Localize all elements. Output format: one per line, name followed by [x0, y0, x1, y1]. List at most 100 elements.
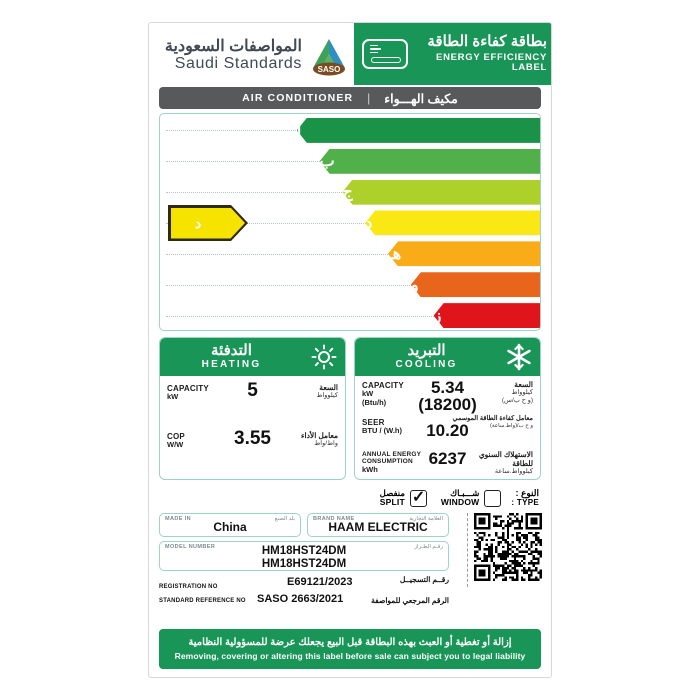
heating-panel: التدفئة HEATING [159, 337, 346, 480]
brand-name-label-en: BRAND NAME [313, 516, 355, 522]
snowflake-icon [498, 343, 540, 371]
saso-branding: المواصفات السعودية Saudi Standards SASO [161, 31, 351, 81]
registration-label-en: REGISTRATION NO [159, 584, 218, 590]
type-option-window[interactable]: شـــبـاك WINDOW [440, 487, 502, 508]
cooling-seer-label-ar: معامل كفاءة الطاقة الموسمي [452, 415, 533, 422]
scale-row-6: و [160, 269, 540, 300]
type-selection-row: النوع : TYPE : شـــبـاك WINDOW منفصل SPL… [159, 485, 541, 511]
made-in-value: China [213, 520, 247, 534]
label-title-arabic: بطاقة كفاءة الطاقة [427, 33, 547, 51]
heating-cop-value: 3.55 [234, 428, 271, 449]
origin-brand-row: MADE IN بلد الصنع China BRAND NAME العلا… [159, 513, 449, 537]
split-label-english: SPLIT [379, 497, 405, 507]
window-checkbox[interactable] [484, 489, 502, 507]
product-type-english: AIR CONDITIONER [242, 92, 354, 104]
cooling-capacity-btu-en: (Btu/h) [362, 397, 387, 407]
legal-warning-arabic: إزالة أو تغطية أو العبث بهذه البطاقة قبل… [188, 637, 512, 648]
product-type-arabic: مكيف الهـــواء [384, 91, 458, 106]
qr-code[interactable] [467, 513, 542, 587]
legal-warning-footer: إزالة أو تغطية أو العبث بهذه البطاقة قبل… [159, 629, 541, 669]
standard-reference-label-ar: الرقم المرجعي للمواصفة [371, 596, 449, 605]
cooling-annual-label-ar-2: للطاقة [512, 459, 533, 468]
air-conditioner-icon [362, 39, 408, 69]
grade-bar-4: د [365, 210, 540, 236]
split-checkbox[interactable] [409, 487, 427, 507]
heating-capacity-unit-en: kW [167, 392, 179, 402]
type-label-arabic: النوع : [515, 487, 539, 498]
scale-dotted-line [166, 315, 534, 317]
heating-cop-unit-ar: واط/واط [314, 440, 338, 447]
label-title-english: ENERGY EFFICIENCY LABEL [436, 51, 547, 74]
scale-dotted-line [166, 222, 534, 224]
cooling-capacity-unit-en: kW [362, 389, 374, 399]
scale-row-7: ز [160, 300, 540, 330]
window-label-english: WINDOW [440, 497, 480, 507]
cooling-capacity-value: 5.34 [430, 378, 465, 397]
product-type-separator: | [367, 91, 371, 105]
made-in-label-ar: بلد الصنع [274, 516, 295, 522]
cooling-annual-unit-ar: كيلوواط.ساعة [494, 468, 533, 475]
cooling-title-arabic: التبريد [407, 342, 446, 360]
brand-name-value: HAAM ELECTRIC [328, 520, 428, 534]
cooling-capacity-btu-value: (18200) [418, 395, 477, 414]
header-green-panel [354, 23, 551, 85]
product-info-block: MADE IN بلد الصنع China BRAND NAME العلا… [159, 513, 542, 605]
cooling-annual-label-en-1: ANNUAL ENERGY [362, 451, 422, 458]
saso-name-english: Saudi Standards [174, 55, 302, 72]
grade-bar-2: ب [319, 148, 540, 174]
standard-reference-label-en: STANDARD REFERENCE NO [159, 598, 246, 604]
cooling-annual-label-ar-1: الاستهلاك السنوي [478, 450, 533, 459]
label-header: المواصفات السعودية Saudi Standards SASO … [149, 23, 551, 85]
cooling-annual-value: 6237 [428, 449, 467, 468]
scale-row-5: هـ [160, 238, 540, 269]
registration-row: REGISTRATION NO رقــم التسجيــل E69121/2… [159, 575, 449, 591]
heating-rows: CAPACITY kW السعة كيلوواط 5 COP W/W [160, 376, 345, 479]
saso-logo-icon: SASO [307, 34, 351, 78]
grade-bar-3: ج [342, 179, 540, 205]
registration-label-ar: رقــم التسجيــل [399, 575, 449, 584]
cooling-seer-unit-ar: و ح ب/(واط.ساعة) [490, 422, 533, 429]
heating-header: التدفئة HEATING [160, 338, 345, 376]
heating-cop-unit-en: W/W [167, 440, 184, 450]
heating-capacity-value: 5 [247, 380, 258, 401]
model-number-value-2: HM18HST24DM [261, 558, 347, 571]
performance-panels: التدفئة HEATING [159, 337, 541, 480]
cooling-capacity-btu-ar: (و ح ب/س) [501, 396, 533, 404]
registration-value: E69121/2023 [287, 576, 353, 588]
scale-row-3: ج [160, 177, 540, 208]
heating-capacity-label-en: CAPACITY [167, 384, 209, 393]
standard-reference-value: SASO 2663/2021 [257, 593, 344, 605]
split-label-arabic: منفصل [379, 487, 405, 498]
scale-dotted-line [166, 284, 534, 286]
brand-name-box: BRAND NAME العلامة التجارية HAAM ELECTRI… [307, 513, 449, 537]
rating-pointer: د [168, 205, 248, 241]
type-option-split[interactable]: منفصل SPLIT [379, 487, 427, 508]
cooling-rows: CAPACITY kW (Btu/h) السعة كيلوواط (و ح ب… [355, 376, 540, 479]
cooling-capacity-label-en: CAPACITY [362, 381, 404, 390]
model-number-value: HM18HST24DM [261, 545, 347, 557]
cooling-seer-value: 10.20 [426, 421, 469, 440]
cooling-capacity-label-ar: السعة [514, 380, 533, 389]
energy-efficiency-label: المواصفات السعودية Saudi Standards SASO … [148, 22, 552, 678]
cooling-title-english: COOLING [395, 359, 458, 371]
product-type-bar: AIR CONDITIONER | مكيف الهـــواء [159, 87, 541, 109]
scale-row-1: أ [160, 115, 540, 146]
cooling-capacity-unit-ar: كيلوواط [511, 389, 533, 396]
cooling-seer-label-en: SEER [362, 418, 385, 427]
scale-row-4: د [160, 208, 540, 239]
grade-bar-7: ز [433, 303, 540, 329]
grade-bar-5: هـ [388, 241, 540, 267]
model-number-label-en: MODEL NUMBER [165, 544, 216, 550]
grade-bar-1: أ [296, 117, 540, 143]
heating-cop-label-en: COP [167, 432, 185, 441]
window-label-arabic: شـــبـاك [450, 487, 480, 498]
rating-pointer-label: د [194, 214, 202, 231]
cooling-panel: التبريد COOLING [354, 337, 541, 480]
heating-capacity-unit-ar: كيلوواط [316, 392, 338, 399]
rating-pointer-fill [170, 207, 245, 239]
cooling-header: التبريد COOLING [355, 338, 540, 376]
svg-text:SASO: SASO [318, 65, 341, 74]
sun-icon [303, 344, 345, 370]
cooling-annual-label-en-2: CONSUMPTION [362, 458, 413, 466]
legal-warning-english: Removing, covering or altering this labe… [174, 651, 526, 661]
